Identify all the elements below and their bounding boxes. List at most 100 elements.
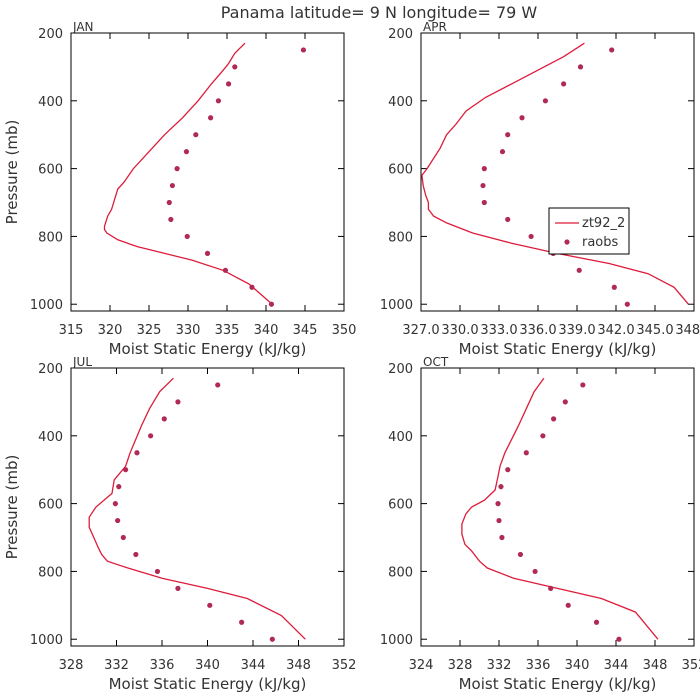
plot-frame [420, 32, 695, 312]
raobs-point [565, 602, 571, 608]
raobs-point [169, 182, 175, 189]
series-line-zt92_2 [461, 377, 659, 640]
raobs-point [580, 382, 586, 388]
x-tick-label: 345 [293, 323, 318, 338]
panel-label: APR [423, 20, 447, 34]
raobs-point [222, 267, 229, 273]
raobs-point [542, 98, 549, 104]
raobs-point [232, 64, 238, 70]
raobs-point [499, 534, 505, 541]
x-tick-label: 340 [195, 658, 220, 673]
series-line-zt92_2 [88, 377, 306, 640]
y-tick-label: 200 [388, 362, 413, 377]
x-tick-label: 333.0 [480, 323, 517, 338]
y-axis-label: Pressure (mb) [3, 120, 21, 225]
raobs-point [161, 416, 167, 422]
x-tick-label: 344 [241, 658, 266, 673]
raobs-point [204, 250, 211, 256]
raobs-point [519, 115, 525, 121]
raobs-point [184, 233, 190, 240]
raobs-point [300, 47, 307, 53]
raobs-point [134, 450, 140, 456]
x-tick-label: 332 [487, 658, 512, 673]
y-tick-label: 600 [38, 498, 63, 513]
raobs-point [561, 81, 567, 87]
raobs-point [593, 619, 600, 625]
panel-apr: 327.0330.0333.0336.0339.0342.0345.0348.0… [380, 20, 700, 358]
raobs-point [215, 382, 221, 388]
x-tick-label: 352 [682, 658, 700, 673]
plot-frame [420, 367, 695, 647]
x-tick-label: 327.0 [402, 323, 439, 338]
y-tick-label: 800 [38, 230, 63, 245]
raobs-point [166, 199, 172, 206]
raobs-point [528, 233, 534, 240]
x-tick-label: 336 [526, 658, 551, 673]
raobs-point [517, 551, 524, 558]
raobs-point [215, 98, 222, 104]
raobs-point [120, 534, 126, 541]
x-tick-label: 336 [150, 658, 175, 673]
raobs-point [523, 450, 529, 456]
raobs-point [576, 267, 582, 273]
x-tick-label: 352 [332, 658, 357, 673]
raobs-point [498, 484, 504, 490]
raobs-point [269, 636, 275, 642]
x-tick-label: 315 [59, 323, 84, 338]
y-tick-label: 400 [38, 95, 63, 110]
series-line-zt92_2 [103, 42, 273, 305]
raobs-point [174, 166, 180, 172]
raobs-point [123, 467, 129, 473]
raobs-point [505, 216, 511, 223]
raobs-point [609, 47, 615, 53]
x-tick-label: 325 [137, 323, 162, 338]
raobs-point [548, 585, 554, 591]
raobs-point [505, 132, 511, 138]
raobs-point [505, 467, 511, 473]
y-tick-label: 200 [38, 362, 63, 377]
raobs-point [532, 568, 538, 575]
raobs-point [175, 585, 181, 591]
y-tick-label: 1000 [30, 633, 63, 648]
x-tick-label: 335 [215, 323, 240, 338]
raobs-point [249, 284, 255, 290]
raobs-point [183, 149, 190, 155]
x-tick-label: 339.0 [558, 323, 595, 338]
panel-label: JAN [72, 20, 94, 34]
raobs-point [115, 517, 121, 524]
raobs-point [225, 81, 232, 87]
panels: 315 320 325 330 335 340 345 350 200 400 600 800 1000… [3, 20, 700, 693]
x-tick-label: 328 [59, 658, 84, 673]
raobs-point [496, 517, 502, 524]
raobs-point [268, 301, 275, 307]
raobs-point [168, 216, 174, 223]
x-tick-label: 320 [98, 323, 123, 338]
x-tick-label: 344 [604, 658, 629, 673]
y-tick-label: 200 [388, 27, 413, 42]
y-tick-label: 1000 [380, 633, 413, 648]
y-tick-label: 1000 [30, 298, 63, 313]
y-tick-label: 800 [388, 565, 413, 580]
x-tick-label: 328 [448, 658, 473, 673]
panel-label: OCT [423, 355, 449, 369]
raobs-point [540, 433, 546, 439]
x-tick-label: 350 [332, 323, 357, 338]
panel-oct: 324 328 332 336 340 344 348 352 200 400 600 800 1000… [380, 355, 700, 693]
x-tick-label: 348 [643, 658, 668, 673]
y-tick-label: 400 [388, 95, 413, 110]
x-tick-label: 330.0 [441, 323, 478, 338]
y-tick-label: 800 [388, 230, 413, 245]
y-tick-label: 400 [38, 430, 63, 445]
y-tick-label: 600 [388, 498, 413, 513]
raobs-point [480, 182, 486, 189]
y-tick-label: 600 [388, 163, 413, 178]
series-line-zt92_2 [421, 42, 689, 305]
raobs-point [577, 64, 584, 70]
x-tick-label: 340 [565, 658, 590, 673]
legend-box [548, 207, 630, 255]
raobs-point [616, 636, 622, 642]
suptitle: Panama latitude= 9 N longitude= 79 W [221, 3, 538, 22]
raobs-point [481, 166, 487, 172]
x-tick-label: 336.0 [519, 323, 556, 338]
